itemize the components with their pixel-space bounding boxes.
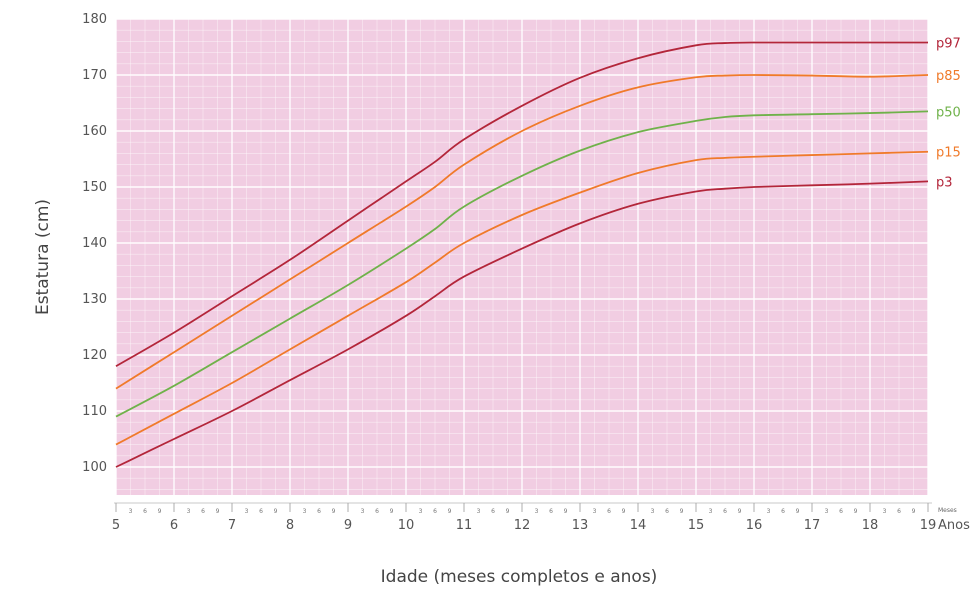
x-month-tick-label: 6 — [201, 508, 205, 515]
x-month-tick-label: 6 — [549, 508, 553, 515]
x-month-tick-label: 3 — [303, 508, 307, 515]
x-tick-label: 8 — [286, 518, 294, 533]
x-month-tick-label: 3 — [187, 508, 191, 515]
x-month-tick-label: 6 — [781, 508, 785, 515]
x-tick-label: 12 — [514, 518, 531, 533]
x-month-tick-label: 9 — [274, 508, 278, 515]
x-month-tick-label: 9 — [622, 508, 626, 515]
x-month-tick-label: 9 — [854, 508, 858, 515]
x-month-tick-label: 6 — [607, 508, 611, 515]
x-month-tick-label: 3 — [651, 508, 655, 515]
series-line-p15 — [115, 150, 929, 446]
y-tick-label: 140 — [82, 236, 107, 251]
y-tick-label: 110 — [82, 404, 107, 419]
x-month-tick-label: 9 — [912, 508, 916, 515]
y-tick-label: 130 — [82, 292, 107, 307]
x-month-tick-label: 9 — [796, 508, 800, 515]
y-tick-label: 100 — [82, 460, 107, 475]
x-month-tick-label: 6 — [839, 508, 843, 515]
x-month-tick-label: 9 — [506, 508, 510, 515]
x-month-tick-label: 3 — [129, 508, 133, 515]
x-tick-label: 6 — [170, 518, 178, 533]
x-month-tick-label: 3 — [361, 508, 365, 515]
x-unit-months-label: Meses — [938, 507, 957, 514]
x-month-tick-label: 9 — [216, 508, 220, 515]
series-label-p97: p97 — [936, 37, 961, 52]
x-tick-label: 9 — [344, 518, 352, 533]
x-tick-label: 14 — [630, 518, 647, 533]
x-axis-title: Idade (meses completos e anos) — [381, 567, 658, 587]
x-tick-label: 15 — [688, 518, 705, 533]
x-month-tick-label: 3 — [245, 508, 249, 515]
x-month-tick-label: 3 — [535, 508, 539, 515]
x-month-tick-label: 3 — [477, 508, 481, 515]
x-month-tick-label: 3 — [419, 508, 423, 515]
series-label-p15: p15 — [936, 146, 961, 161]
series-label-p50: p50 — [936, 105, 961, 120]
x-month-tick-label: 9 — [332, 508, 336, 515]
x-month-tick-label: 6 — [491, 508, 495, 515]
x-tick-label: 11 — [456, 518, 473, 533]
x-month-tick-label: 9 — [448, 508, 452, 515]
series-line-p85 — [115, 74, 929, 390]
y-tick-label: 180 — [82, 12, 107, 27]
series-label-p85: p85 — [936, 69, 961, 84]
x-month-tick-label: 6 — [143, 508, 147, 515]
series-line-p3 — [115, 180, 929, 468]
x-month-tick-label: 6 — [897, 508, 901, 515]
x-month-tick-label: 6 — [317, 508, 321, 515]
x-month-tick-label: 9 — [738, 508, 742, 515]
x-month-tick-label: 3 — [825, 508, 829, 515]
x-month-tick-label: 9 — [158, 508, 162, 515]
x-month-tick-label: 3 — [883, 508, 887, 515]
x-month-tick-label: 6 — [433, 508, 437, 515]
x-month-tick-label: 9 — [564, 508, 568, 515]
y-axis-tick-labels: 100 110 120 130 140 150 160 170 180 — [82, 12, 107, 475]
x-tick-label: 13 — [572, 518, 589, 533]
x-tick-label: 18 — [862, 518, 879, 533]
x-unit-years-label: Anos — [938, 518, 970, 533]
x-month-tick-label: 9 — [390, 508, 394, 515]
y-tick-label: 120 — [82, 348, 107, 363]
series-line-p50 — [115, 110, 929, 418]
series-lines — [115, 41, 929, 468]
x-month-tick-label: 9 — [680, 508, 684, 515]
series-labels: p97 p85 p50 p15 p3 — [936, 37, 961, 191]
x-tick-label: 5 — [112, 518, 120, 533]
x-month-tick-label: 3 — [709, 508, 713, 515]
x-tick-label: 16 — [746, 518, 763, 533]
x-month-tick-label: 6 — [259, 508, 263, 515]
x-tick-label: 19 — [920, 518, 937, 533]
y-tick-label: 160 — [82, 124, 107, 139]
x-tick-label: 17 — [804, 518, 821, 533]
y-axis-title: Estatura (cm) — [33, 199, 53, 315]
x-month-tick-label: 6 — [665, 508, 669, 515]
x-tick-label: 7 — [228, 518, 236, 533]
x-month-tick-label: 6 — [723, 508, 727, 515]
x-month-tick-label: 6 — [375, 508, 379, 515]
x-month-tick-label: 3 — [767, 508, 771, 515]
x-tick-label: 10 — [398, 518, 415, 533]
x-month-tick-label: 3 — [593, 508, 597, 515]
y-tick-label: 170 — [82, 68, 107, 83]
y-tick-label: 150 — [82, 180, 107, 195]
series-label-p3: p3 — [936, 175, 953, 190]
x-axis: 5 6 7 8 9 10 11 12 13 14 15 16 17 18 19 3 6 9 3 6 9 3 6 9 3 6 9 3 6 9… — [112, 502, 937, 533]
series-line-p97 — [115, 41, 928, 367]
